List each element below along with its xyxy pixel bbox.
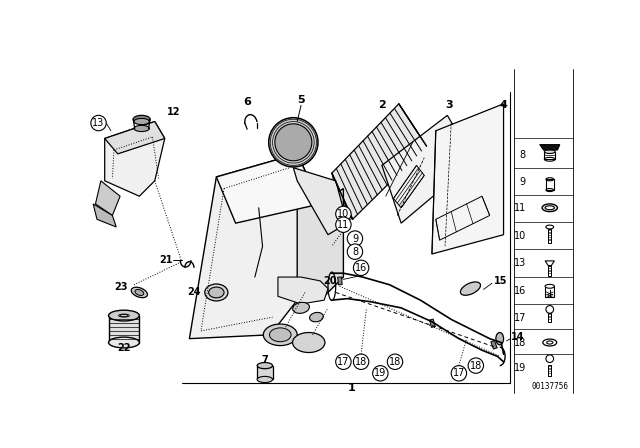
Circle shape (336, 206, 351, 222)
Ellipse shape (545, 206, 554, 210)
Circle shape (372, 366, 388, 381)
Text: 1: 1 (348, 383, 356, 393)
Text: 15: 15 (493, 276, 507, 286)
Polygon shape (105, 121, 164, 196)
Circle shape (91, 116, 106, 131)
Polygon shape (297, 154, 344, 300)
Ellipse shape (310, 312, 323, 322)
Ellipse shape (109, 310, 140, 321)
Ellipse shape (292, 302, 310, 313)
Text: 7: 7 (262, 355, 268, 365)
Text: 00137756: 00137756 (531, 382, 568, 391)
Bar (257, 366, 273, 379)
Text: 14: 14 (511, 332, 525, 342)
Bar (548, 229, 551, 243)
Ellipse shape (460, 282, 481, 295)
Ellipse shape (545, 150, 555, 154)
Polygon shape (432, 104, 504, 254)
Text: 11: 11 (514, 203, 526, 213)
Polygon shape (105, 121, 164, 154)
Bar (545, 151, 555, 159)
Circle shape (387, 354, 403, 370)
Text: 8: 8 (520, 151, 526, 160)
Text: 13: 13 (514, 258, 526, 268)
Bar (548, 266, 551, 276)
Text: 2: 2 (378, 100, 386, 110)
Polygon shape (189, 154, 320, 339)
Circle shape (451, 366, 467, 381)
Text: 3: 3 (445, 100, 452, 110)
Circle shape (269, 118, 318, 167)
Text: 20: 20 (323, 276, 336, 286)
Circle shape (348, 231, 363, 246)
Polygon shape (95, 181, 120, 215)
Text: 24: 24 (188, 288, 201, 297)
Bar (491, 340, 497, 349)
Text: 18: 18 (470, 361, 482, 370)
Ellipse shape (545, 284, 554, 288)
Text: 11: 11 (337, 220, 349, 230)
Polygon shape (293, 168, 348, 235)
Ellipse shape (131, 287, 147, 297)
Text: 21: 21 (159, 255, 172, 265)
Text: 16: 16 (514, 286, 526, 296)
Polygon shape (332, 173, 353, 220)
Circle shape (353, 260, 369, 276)
Bar (338, 277, 342, 285)
Text: 5: 5 (297, 95, 305, 105)
Text: 10: 10 (337, 209, 349, 219)
Ellipse shape (263, 324, 297, 345)
Polygon shape (278, 277, 328, 304)
Text: 4: 4 (500, 100, 508, 110)
Text: 6: 6 (243, 96, 251, 107)
Circle shape (353, 354, 369, 370)
Text: 17: 17 (513, 313, 526, 323)
Text: 9: 9 (520, 177, 526, 187)
Circle shape (336, 217, 351, 233)
Text: 8: 8 (352, 247, 358, 257)
Circle shape (275, 124, 312, 161)
Ellipse shape (135, 289, 144, 295)
Text: 23: 23 (115, 282, 128, 292)
Text: 17: 17 (452, 368, 465, 378)
Text: 18: 18 (355, 357, 367, 367)
Text: 13: 13 (92, 118, 105, 128)
Circle shape (348, 244, 363, 259)
Bar (548, 313, 551, 322)
Text: 16: 16 (355, 263, 367, 273)
Polygon shape (216, 154, 320, 223)
Bar (429, 319, 435, 327)
Bar (545, 286, 554, 297)
Ellipse shape (542, 204, 557, 211)
Bar (546, 179, 554, 190)
Text: 12: 12 (167, 107, 180, 116)
Bar (548, 365, 551, 375)
Ellipse shape (496, 332, 504, 345)
Polygon shape (382, 116, 474, 223)
Ellipse shape (134, 125, 149, 132)
Ellipse shape (269, 328, 291, 342)
Circle shape (468, 358, 484, 373)
Circle shape (336, 354, 351, 370)
Ellipse shape (134, 118, 149, 125)
Ellipse shape (209, 287, 224, 298)
Text: 19: 19 (514, 363, 526, 373)
Polygon shape (93, 204, 116, 227)
Text: 18: 18 (389, 357, 401, 367)
Text: 9: 9 (352, 233, 358, 244)
Bar (109, 315, 140, 343)
Text: 19: 19 (374, 368, 387, 378)
Text: 18: 18 (514, 337, 526, 348)
Ellipse shape (109, 337, 140, 348)
Text: 22: 22 (117, 343, 131, 353)
Ellipse shape (257, 376, 273, 383)
Polygon shape (332, 104, 427, 220)
Ellipse shape (257, 362, 273, 369)
Ellipse shape (133, 115, 150, 123)
Ellipse shape (292, 332, 325, 353)
Text: 17: 17 (337, 357, 349, 367)
Text: 10: 10 (514, 231, 526, 241)
Polygon shape (540, 145, 560, 150)
Ellipse shape (205, 284, 228, 301)
